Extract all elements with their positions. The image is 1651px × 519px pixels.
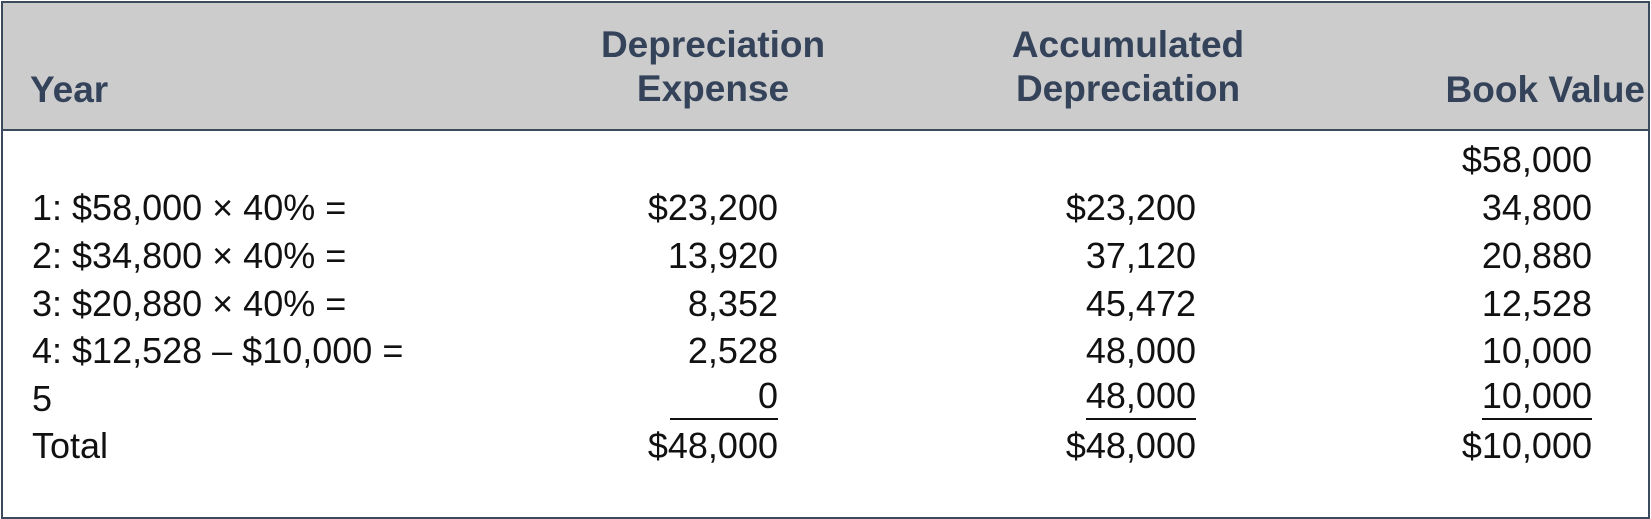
row-accumulated: 45,472	[1085, 283, 1196, 324]
row-expense: $48,000	[647, 425, 778, 466]
header-accumulated-depreciation: Accumulated Depreciation	[968, 23, 1288, 111]
table-row: 5 0 48,000 10,000	[3, 374, 1648, 424]
row-label: 1: $58,000 × 40% =	[32, 187, 347, 228]
header-depreciation-expense-line2: Expense	[636, 68, 790, 109]
row-label: 5	[32, 378, 53, 419]
header-depreciation-expense-line1: Depreciation	[600, 24, 826, 65]
table-row: 1: $58,000 × 40% = $23,200 $23,200 34,80…	[3, 183, 1648, 233]
table-row-total: Total $48,000 $48,000 $10,000	[3, 421, 1648, 471]
row-expense: 2,528	[687, 330, 778, 371]
row-label: 3: $20,880 × 40% =	[32, 283, 347, 324]
header-year: Year	[30, 69, 109, 110]
header-book-value: Book Value	[1445, 69, 1645, 110]
table-row: 4: $12,528 – $10,000 = 2,528 48,000 10,0…	[3, 326, 1648, 376]
row-accumulated: 48,000	[1085, 374, 1196, 420]
header-accumulated-depreciation-line1: Accumulated	[1011, 24, 1245, 65]
row-book-value: 10,000	[1481, 374, 1592, 420]
row-accumulated: $48,000	[1065, 425, 1196, 466]
row-accumulated: $23,200	[1065, 187, 1196, 228]
row-label: 2: $34,800 × 40% =	[32, 235, 347, 276]
row-book-value: $10,000	[1461, 425, 1592, 466]
table-row: 3: $20,880 × 40% = 8,352 45,472 12,528	[3, 279, 1648, 329]
row-book-value: 34,800	[1481, 187, 1592, 228]
header-accumulated-depreciation-line2: Depreciation	[1015, 68, 1241, 109]
table-row: $58,000	[3, 135, 1648, 185]
row-accumulated: 37,120	[1085, 235, 1196, 276]
table-header: Year Depreciation Expense Accumulated De…	[3, 3, 1648, 131]
row-expense: $23,200	[647, 187, 778, 228]
table-row: 2: $34,800 × 40% = 13,920 37,120 20,880	[3, 231, 1648, 281]
row-expense: 13,920	[667, 235, 778, 276]
row-book-value: 12,528	[1481, 283, 1592, 324]
row-label: 4: $12,528 – $10,000 =	[32, 330, 404, 371]
row-book-value: $58,000	[1461, 139, 1592, 180]
row-expense: 0	[670, 374, 778, 420]
row-book-value: 20,880	[1481, 235, 1592, 276]
row-book-value: 10,000	[1481, 330, 1592, 371]
row-expense: 8,352	[687, 283, 778, 324]
header-depreciation-expense: Depreciation Expense	[563, 23, 863, 111]
row-label: Total	[32, 425, 109, 466]
row-accumulated: 48,000	[1085, 330, 1196, 371]
